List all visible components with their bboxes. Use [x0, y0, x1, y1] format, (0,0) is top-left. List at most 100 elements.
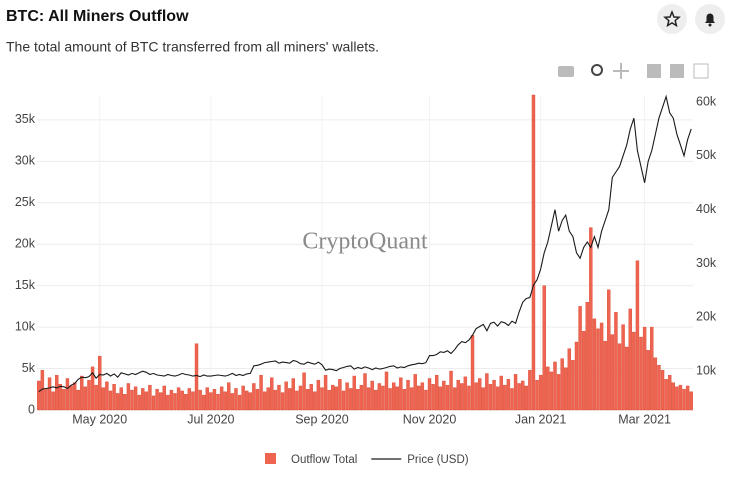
bar [252, 383, 256, 411]
bar [646, 350, 650, 411]
bar [237, 394, 242, 411]
bar [248, 392, 252, 411]
bar [76, 389, 80, 411]
bar [585, 302, 589, 411]
bar [492, 379, 496, 411]
bar [223, 391, 227, 411]
x-tick-label: Jan 2021 [515, 412, 566, 426]
bar [112, 384, 116, 411]
x-tick-label: Sep 2020 [295, 412, 349, 426]
bar [158, 392, 163, 411]
bar [69, 385, 73, 411]
bar [531, 94, 536, 411]
y-tick-label: 30k [15, 154, 36, 168]
bar [316, 379, 321, 411]
bar [216, 394, 220, 411]
y2-tick-label: 20k [696, 310, 717, 324]
bar [607, 289, 611, 411]
bar [538, 374, 543, 411]
bar [148, 384, 152, 411]
bar [141, 388, 145, 411]
bar [567, 348, 572, 411]
bar [409, 387, 414, 411]
bar [678, 384, 683, 411]
zoom-in-icon[interactable] [647, 64, 661, 78]
bar [101, 387, 106, 411]
bar [83, 386, 88, 411]
bar [262, 391, 267, 411]
bar [521, 380, 525, 411]
bar [592, 318, 597, 411]
watermark: CryptoQuant [302, 229, 428, 255]
y-tick-label: 5k [22, 361, 36, 375]
bar [58, 384, 63, 411]
bar [388, 388, 392, 411]
y2-tick-label: 10k [696, 364, 717, 378]
bar [115, 393, 120, 411]
camera-icon[interactable] [558, 66, 574, 77]
y2-tick-label: 60k [696, 94, 717, 108]
bar [266, 387, 270, 411]
bar [345, 382, 349, 411]
bar [675, 386, 679, 411]
bar [517, 383, 521, 411]
zoom-icon[interactable] [591, 64, 603, 76]
y-tick-label: 25k [15, 195, 36, 209]
autoscale-icon[interactable] [693, 63, 709, 79]
bar [391, 382, 396, 411]
bar [632, 331, 636, 411]
bar [417, 385, 421, 411]
bar [478, 378, 482, 411]
bar [291, 378, 296, 411]
bar [323, 374, 328, 411]
bar [331, 384, 335, 411]
bar [201, 394, 206, 411]
bar [445, 384, 450, 411]
zoom-out-icon[interactable] [670, 64, 684, 78]
bar [402, 389, 407, 411]
x-tick-label: Nov 2020 [403, 412, 457, 426]
y2-tick-label: 50k [696, 148, 717, 162]
bar [62, 389, 66, 411]
bar [481, 387, 486, 411]
y-tick-label: 20k [15, 237, 36, 251]
bar [395, 386, 399, 411]
bar [348, 388, 353, 411]
pan-icon[interactable] [613, 63, 629, 79]
y2-tick-label: 30k [696, 256, 717, 270]
bar [513, 374, 518, 411]
bar [187, 388, 192, 411]
bar [338, 379, 342, 411]
bar [624, 346, 629, 411]
bar [664, 379, 668, 411]
bar [55, 374, 59, 411]
bar [420, 382, 425, 411]
bar [589, 227, 593, 411]
bar [374, 389, 378, 411]
bell-button[interactable] [695, 4, 725, 34]
bar [255, 389, 260, 411]
bar [198, 389, 202, 411]
bar [72, 382, 77, 411]
bar [667, 374, 672, 411]
bar [384, 371, 389, 411]
bar [298, 385, 303, 411]
bar [650, 326, 654, 411]
chart-subtitle: The total amount of BTC transferred from… [6, 39, 379, 55]
bar [560, 358, 564, 411]
bar [463, 376, 468, 411]
x-tick-label: May 2020 [72, 412, 127, 426]
bar [657, 365, 661, 411]
bar [639, 336, 643, 411]
star-button[interactable] [657, 4, 687, 34]
bar [485, 373, 489, 411]
bar [44, 388, 48, 411]
bar [173, 393, 177, 411]
bar [87, 379, 91, 411]
bar [302, 372, 306, 411]
bar [130, 389, 134, 411]
bar [230, 393, 235, 411]
bar [47, 377, 52, 411]
bar [535, 379, 539, 411]
